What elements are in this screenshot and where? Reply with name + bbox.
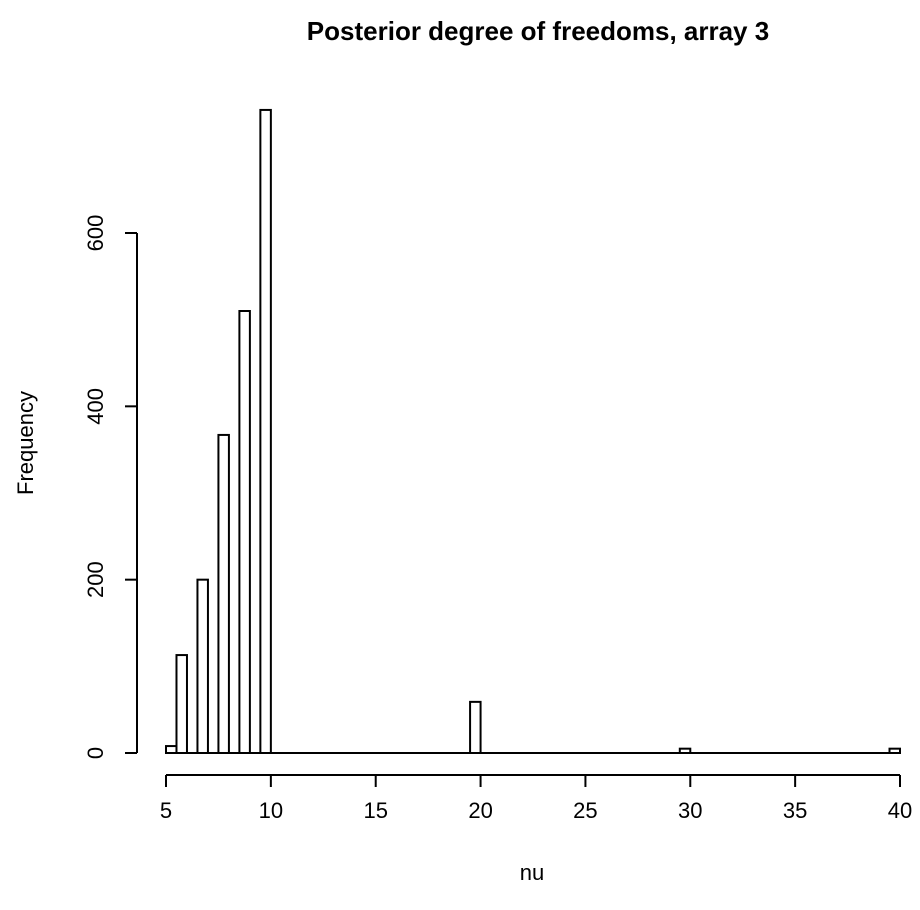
y-tick-label: 200 (83, 561, 108, 598)
y-tick-label: 0 (83, 747, 108, 759)
x-axis: 5 10 15 20 25 30 35 40 (160, 774, 912, 823)
histogram-bar (217, 433, 230, 754)
y-axis-label: Frequency (13, 391, 38, 495)
y-axis: 0 200 400 600 (83, 215, 138, 759)
histogram-bar (469, 700, 482, 754)
x-tick-label: 5 (160, 798, 172, 823)
x-tick-label: 20 (468, 798, 492, 823)
histogram-bar (165, 745, 178, 754)
y-tick-label: 400 (83, 388, 108, 425)
x-axis-label: nu (520, 860, 544, 885)
histogram-bar (238, 310, 251, 754)
x-tick-label: 10 (259, 798, 283, 823)
histogram-bar (196, 578, 209, 755)
histogram-bar (259, 108, 272, 754)
histogram-bar (175, 654, 188, 754)
chart-title: Posterior degree of freedoms, array 3 (307, 16, 769, 46)
bars-layer (165, 108, 901, 755)
x-tick-label: 40 (888, 798, 912, 823)
x-tick-label: 30 (678, 798, 702, 823)
x-tick-label: 35 (783, 798, 807, 823)
y-tick-label: 600 (83, 215, 108, 252)
x-tick-label: 15 (363, 798, 387, 823)
x-tick-label: 25 (573, 798, 597, 823)
